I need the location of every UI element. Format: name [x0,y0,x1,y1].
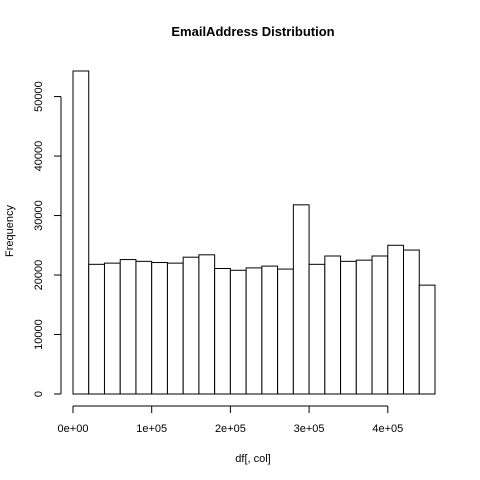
histogram-bar [371,255,389,395]
histogram-bar [277,268,294,395]
histogram-bar [182,256,200,395]
histogram-bar [119,259,137,395]
histogram-bar [72,70,90,395]
histogram-bar [308,263,326,395]
histogram-bar [198,254,216,395]
histogram-bar [135,260,153,395]
x-tick-label: 1e+05 [136,423,167,435]
chart-title: EmailAddress Distribution [171,24,334,39]
bars-group [72,70,436,395]
y-tick-label: 30000 [33,200,45,231]
histogram-bar [103,262,121,395]
histogram-bar [403,249,420,395]
histogram-bar [166,262,184,395]
y-tick-label: 0 [33,391,45,397]
histogram-bar [340,260,357,395]
histogram-bar [245,267,263,395]
y-tick-label: 20000 [33,260,45,291]
y-tick-label: 10000 [33,319,45,350]
histogram-bar [214,267,231,395]
x-tick-label: 0e+00 [58,423,89,435]
histogram-bar [229,269,247,395]
histogram-bar [387,244,405,395]
x-tick-label: 4e+05 [372,423,403,435]
y-tick-label: 40000 [33,141,45,172]
histogram-bar [261,265,279,395]
y-axis: 0 10000 20000 30000 40000 50000 [33,81,62,397]
histogram-bar [88,263,105,395]
x-tick-label: 2e+05 [215,423,246,435]
histogram-bar [324,255,342,395]
x-axis-label: df[, col] [235,453,270,465]
y-axis-label: Frequency [4,205,16,257]
histogram-bar [151,262,168,395]
histogram-bar [355,259,373,395]
y-tick-label: 50000 [33,81,45,112]
x-axis: 0e+00 1e+05 2e+05 3e+05 4e+05 [58,405,403,435]
histogram-bar [292,204,310,395]
histogram-bar [418,284,436,395]
x-tick-label: 3e+05 [294,423,325,435]
